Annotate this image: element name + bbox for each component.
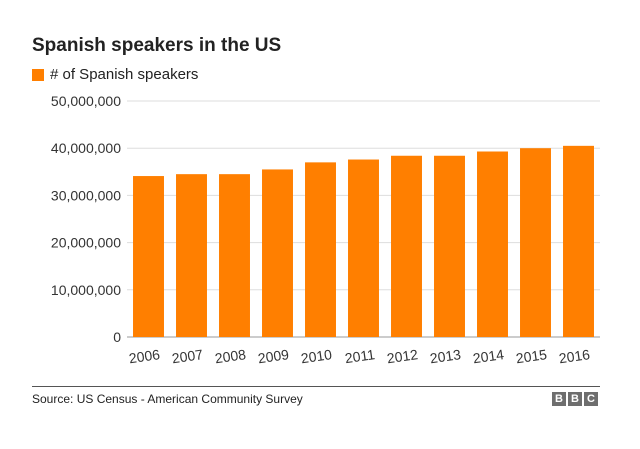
bbc-logo: B B C <box>552 392 598 406</box>
y-axis-ticks: 0 10,000,000 20,000,000 30,000,000 40,000,00… <box>51 93 121 345</box>
footer-divider <box>32 386 600 387</box>
x-tick-label: 2006 <box>128 346 161 366</box>
chart-title: Spanish speakers in the US <box>32 35 282 56</box>
y-tick-label: 50,000,000 <box>51 93 121 109</box>
x-tick-label: 2007 <box>171 346 204 366</box>
bar-chart: 0 10,000,000 20,000,000 30,000,000 40,000,00… <box>51 93 600 366</box>
x-tick-label: 2008 <box>214 346 247 366</box>
legend-label: # of Spanish speakers <box>50 66 199 83</box>
bar-2010 <box>305 162 336 337</box>
bar-2009 <box>262 169 293 337</box>
y-tick-label: 0 <box>113 329 121 345</box>
bbc-logo-letter: B <box>552 392 566 406</box>
bar-2012 <box>391 155 422 337</box>
legend-swatch <box>32 68 44 81</box>
x-tick-label: 2013 <box>429 346 462 366</box>
bar-2013 <box>434 155 465 337</box>
bar-2015 <box>520 148 551 337</box>
legend: # of Spanish speakers <box>32 66 198 83</box>
y-tick-label: 30,000,000 <box>51 187 121 203</box>
x-tick-label: 2009 <box>257 346 290 366</box>
x-tick-label: 2010 <box>300 346 333 366</box>
bar-2008 <box>219 174 250 337</box>
x-tick-label: 2011 <box>344 346 376 366</box>
bars <box>133 145 594 337</box>
source-note: Source: US Census - American Community S… <box>32 392 303 406</box>
x-tick-label: 2014 <box>472 346 505 366</box>
bar-2007 <box>176 174 207 337</box>
y-tick-label: 10,000,000 <box>51 282 121 298</box>
y-tick-label: 40,000,000 <box>51 140 121 156</box>
bar-2006 <box>133 176 164 337</box>
x-axis-ticks: 2006 2007 2008 2009 2010 2011 2012 2013 2014 2015… <box>128 346 591 366</box>
x-tick-label: 2012 <box>386 346 419 366</box>
x-tick-label: 2015 <box>515 346 548 366</box>
bar-2011 <box>348 159 379 337</box>
x-tick-label: 2016 <box>558 346 591 366</box>
bar-2014 <box>477 151 508 337</box>
bar-2016 <box>563 145 594 337</box>
bbc-logo-letter: B <box>568 392 582 406</box>
bbc-logo-letter: C <box>584 392 598 406</box>
y-tick-label: 20,000,000 <box>51 235 121 251</box>
